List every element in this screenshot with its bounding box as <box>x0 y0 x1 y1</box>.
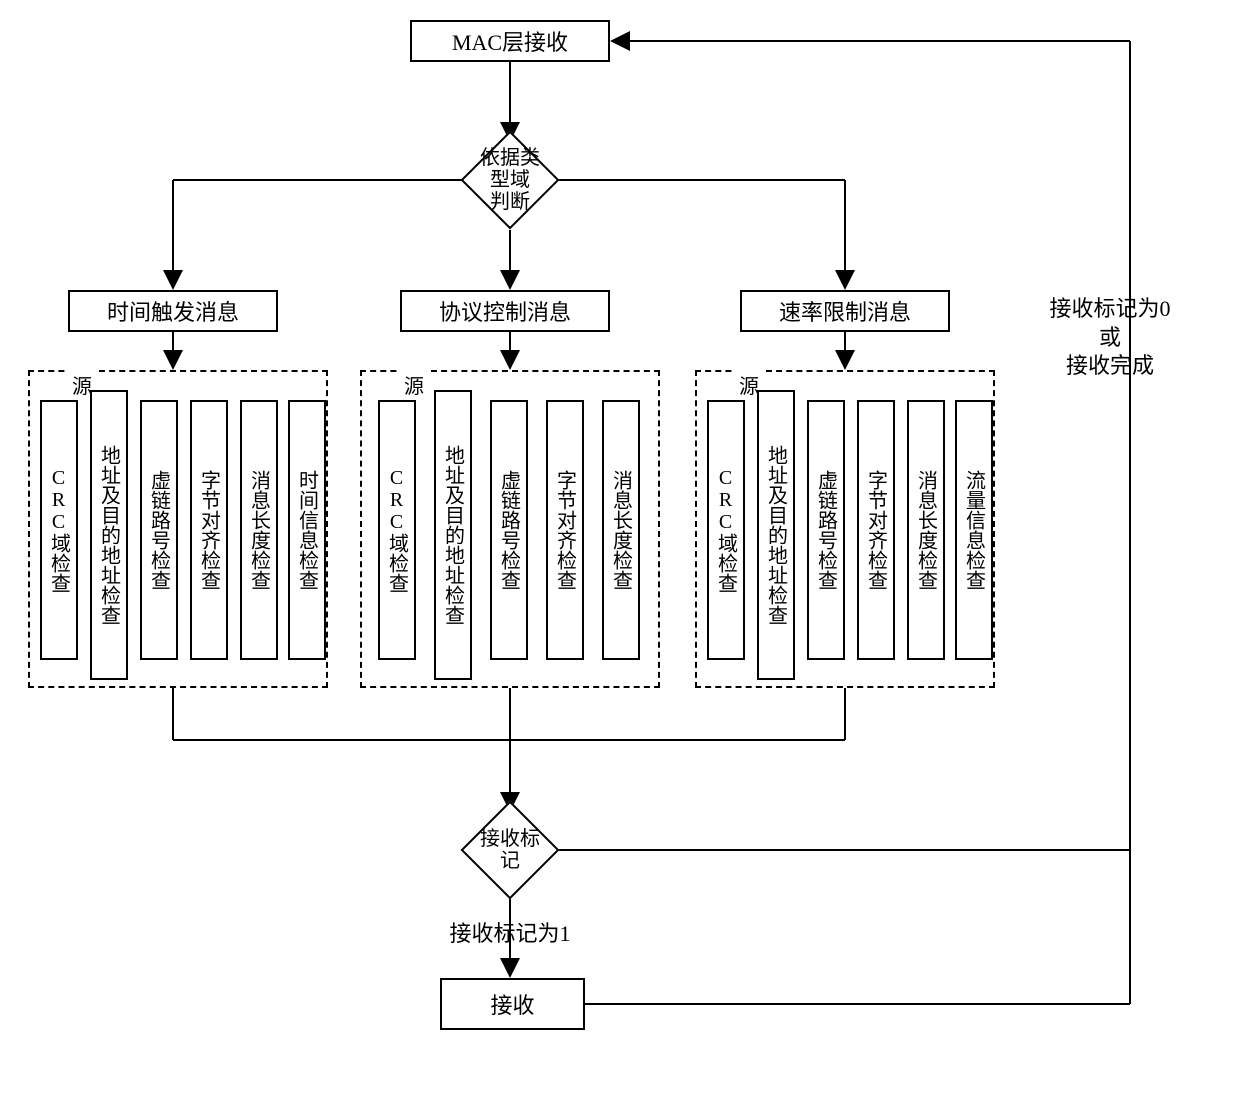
group2-label: 源 <box>400 370 428 399</box>
g2-item-0: CRC域检查 <box>378 400 416 660</box>
g3-item-1: 地址及目的地址检查 <box>757 390 795 680</box>
branch3-label: 速率限制消息 <box>779 295 911 327</box>
g2-item-1: 地址及目的地址检查 <box>434 390 472 680</box>
decision-receive-flag: 接收标 记 <box>460 800 560 900</box>
decision-type: 依据类 型域 判断 <box>460 130 560 230</box>
branch-time-trigger: 时间触发消息 <box>68 290 278 332</box>
start-box: MAC层接收 <box>410 20 610 62</box>
start-label: MAC层接收 <box>452 25 568 57</box>
g3-item-3: 字节对齐检查 <box>857 400 895 660</box>
label-flag-0-or-done: 接收标记为0 或 接收完成 <box>1010 295 1210 381</box>
g1-item-0: CRC域检查 <box>40 400 78 660</box>
g3-item-4: 消息长度检查 <box>907 400 945 660</box>
g1-item-5: 时间信息检查 <box>288 400 326 660</box>
accept-box: 接收 <box>440 978 585 1030</box>
branch2-label: 协议控制消息 <box>439 295 571 327</box>
branch-rate-limit: 速率限制消息 <box>740 290 950 332</box>
g2-item-3: 字节对齐检查 <box>546 400 584 660</box>
g3-item-5: 流量信息检查 <box>955 400 993 660</box>
g1-item-1: 地址及目的地址检查 <box>90 390 128 680</box>
g1-item-3: 字节对齐检查 <box>190 400 228 660</box>
g1-item-4: 消息长度检查 <box>240 400 278 660</box>
g2-item-2: 虚链路号检查 <box>490 400 528 660</box>
decision-type-label: 依据类 型域 判断 <box>460 130 560 230</box>
accept-label: 接收 <box>490 988 534 1020</box>
branch1-label: 时间触发消息 <box>107 295 239 327</box>
g3-item-2: 虚链路号检查 <box>807 400 845 660</box>
g2-item-4: 消息长度检查 <box>602 400 640 660</box>
label-flag-1: 接收标记为1 <box>410 920 610 949</box>
branch-protocol-control: 协议控制消息 <box>400 290 610 332</box>
g1-item-2: 虚链路号检查 <box>140 400 178 660</box>
g3-item-0: CRC域检查 <box>707 400 745 660</box>
decision2-label: 接收标 记 <box>460 800 560 900</box>
